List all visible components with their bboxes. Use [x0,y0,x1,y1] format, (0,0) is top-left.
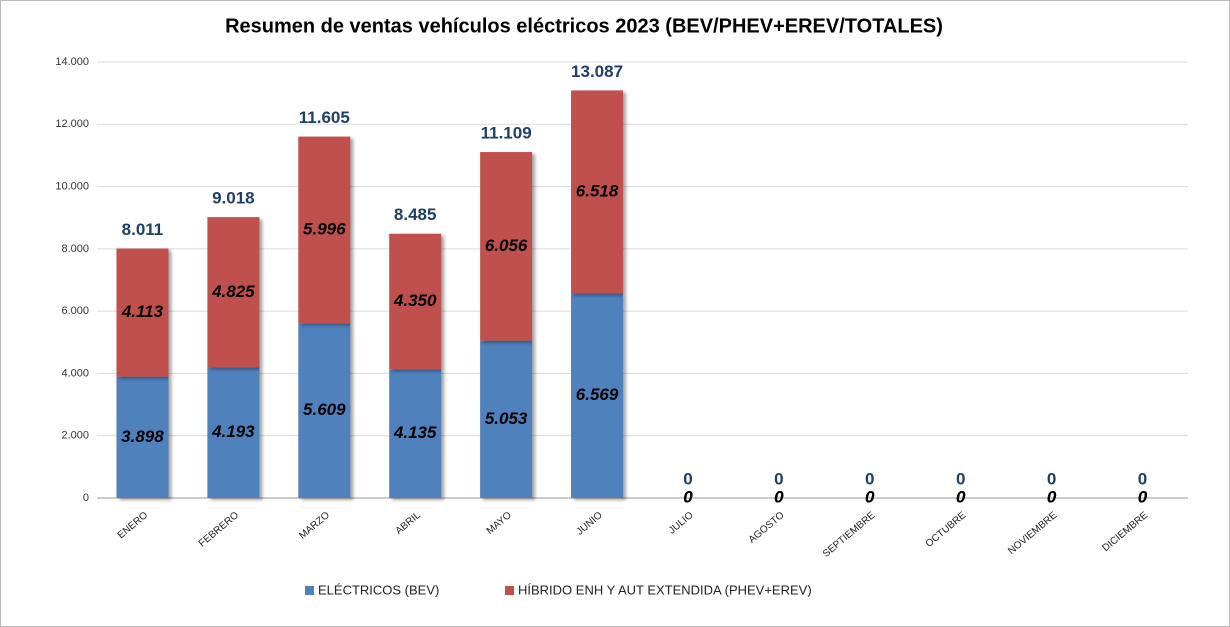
data-label: 0 [1047,487,1057,506]
bar-segment [116,248,169,377]
bar-segment [571,90,624,294]
data-label: 5.609 [303,400,346,419]
data-label: 5.053 [485,409,528,428]
total-label: 0 [956,469,965,488]
total-label: 0 [1047,469,1056,488]
data-label: 5.996 [303,219,346,238]
data-label: 0 [1138,487,1148,506]
data-label: 4.350 [393,291,437,310]
legend-swatch [305,586,314,595]
data-label: 0 [956,487,966,506]
legend-label: ELÉCTRICOS (BEV) [318,582,439,597]
total-label: 11.605 [299,108,350,127]
bar-segment [298,136,351,324]
data-label: 0 [774,487,784,506]
y-tick-label: 6.000 [61,305,89,317]
y-tick-label: 14.000 [55,56,89,68]
total-label: 11.109 [481,124,532,143]
bar-segment [116,376,169,498]
y-tick-label: 10.000 [55,180,89,192]
data-label: 4.193 [211,422,255,441]
total-label: 13.087 [571,62,623,81]
y-tick-label: 8.000 [61,243,89,255]
bar-segment [480,340,533,498]
y-tick-label: 12.000 [55,118,89,130]
total-label: 8.485 [394,205,437,224]
legend-swatch [505,586,514,595]
data-label: 0 [865,487,875,506]
data-label: 0 [956,487,966,506]
data-label: 4.113 [121,302,164,321]
data-label: 3.898 [121,427,164,446]
total-label: 0 [683,469,692,488]
bar-segment [389,233,442,370]
legend-label: HÍBRIDO ENH Y AUT EXTENDIDA (PHEV+EREV) [518,582,812,597]
total-label: 0 [1138,469,1147,488]
data-label: 0 [774,487,784,506]
data-label: 0 [683,487,693,506]
total-label: 9.018 [212,189,255,208]
data-label: 6.569 [576,385,619,404]
bar-segment [480,152,533,341]
data-label: 0 [865,487,875,506]
bar-segment [207,367,260,498]
bar-segment [571,293,624,498]
bar-segment [389,369,442,498]
data-label: 4.135 [393,423,437,442]
y-tick-label: 4.000 [61,367,89,379]
chart-title: Resumen de ventas vehículos eléctricos 2… [225,15,943,37]
data-label: 0 [683,487,693,506]
data-label: 6.056 [485,236,528,255]
total-label: 0 [774,469,783,488]
data-label: 0 [1138,487,1148,506]
bar-segment [207,217,260,368]
data-label: 4.825 [211,282,255,301]
data-label: 0 [1047,487,1057,506]
total-label: 8.011 [122,220,164,239]
bar-segment [298,323,351,498]
y-tick-label: 2.000 [61,430,89,442]
data-label: 6.518 [576,181,619,200]
total-label: 0 [865,469,874,488]
y-tick-label: 0 [83,492,89,504]
